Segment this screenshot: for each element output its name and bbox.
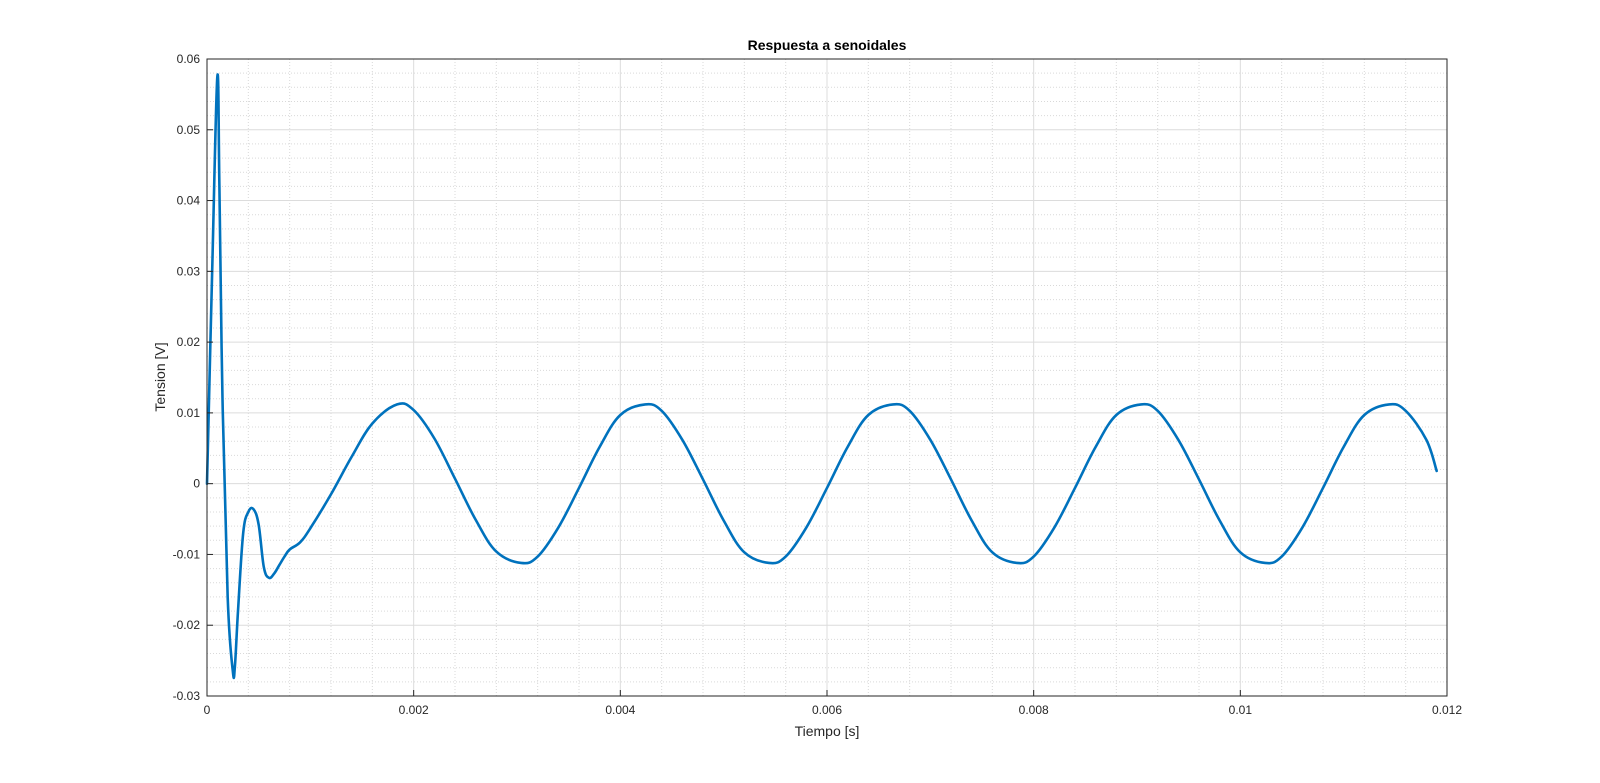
y-axis-label: Tension [V] (152, 342, 168, 411)
x-tick-label: 0.012 (1432, 703, 1462, 717)
x-axis-ticks: 0 0.002 0.004 0.006 0.008 0.01 0.012 (204, 690, 1462, 717)
x-tick-label: 0.002 (399, 703, 429, 717)
y-tick-label: 0.05 (177, 123, 201, 137)
y-axis-ticks: -0.03 -0.02 -0.01 0 0.01 0.02 0.03 0.04 0.05 0.06 (173, 52, 213, 703)
y-tick-label: 0.03 (177, 264, 201, 278)
y-tick-label: 0.02 (177, 335, 201, 349)
series-line (205, 73, 1438, 680)
y-tick-label: 0.04 (177, 194, 201, 208)
y-tick-label: -0.02 (173, 618, 201, 632)
x-tick-label: 0.004 (605, 703, 635, 717)
chart-title: Respuesta a senoidales (748, 37, 907, 53)
x-tick-label: 0.006 (812, 703, 842, 717)
y-tick-label: 0.01 (177, 406, 201, 420)
series-layer (205, 73, 1438, 680)
major-grid (207, 59, 1447, 696)
y-tick-label: 0 (193, 477, 200, 491)
minor-grid (207, 59, 1447, 696)
y-tick-label: 0.06 (177, 52, 201, 66)
x-tick-label: 0.008 (1019, 703, 1049, 717)
x-tick-label: 0.01 (1229, 703, 1253, 717)
x-axis-label: Tiempo [s] (795, 723, 860, 739)
x-tick-label: 0 (204, 703, 211, 717)
y-tick-label: -0.03 (173, 689, 201, 703)
y-tick-label: -0.01 (173, 547, 201, 561)
